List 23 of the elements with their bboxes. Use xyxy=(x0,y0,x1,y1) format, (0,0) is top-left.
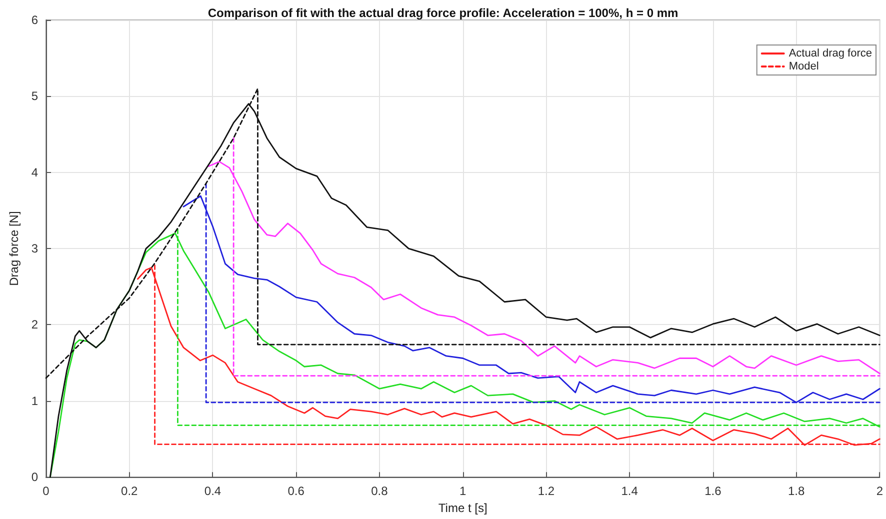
y-tick-label: 0 xyxy=(31,470,38,484)
x-tick-label: 0.6 xyxy=(288,484,305,498)
y-tick-label: 4 xyxy=(31,165,38,180)
y-tick-label: 3 xyxy=(31,242,38,256)
y-tick-label: 6 xyxy=(31,13,38,27)
chart-title: Comparison of fit with the actual drag force profile: Acceleration = 100%, h = 0 mm xyxy=(208,6,678,20)
y-tick-label: 1 xyxy=(31,394,38,408)
legend-label: Actual drag force xyxy=(788,48,872,60)
y-tick-label: 5 xyxy=(31,89,38,104)
x-tick-label: 1.6 xyxy=(704,484,722,498)
y-axis-title: Drag force [N] xyxy=(7,211,21,286)
x-tick-label: 1.2 xyxy=(538,484,555,498)
legend-label: Model xyxy=(788,60,819,72)
x-tick-label: 1.8 xyxy=(788,484,805,498)
y-tick-label: 2 xyxy=(31,318,38,332)
x-tick-label: 0.4 xyxy=(204,484,222,498)
x-tick-label: 1 xyxy=(459,484,466,498)
x-tick-label: 0.2 xyxy=(121,484,138,498)
x-tick-label: 0 xyxy=(42,484,50,498)
x-axis-title: Time t [s] xyxy=(438,501,488,515)
x-tick-label: 2 xyxy=(876,484,884,498)
x-tick-label: 0.8 xyxy=(371,484,388,498)
x-tick-label: 1.4 xyxy=(621,484,638,498)
